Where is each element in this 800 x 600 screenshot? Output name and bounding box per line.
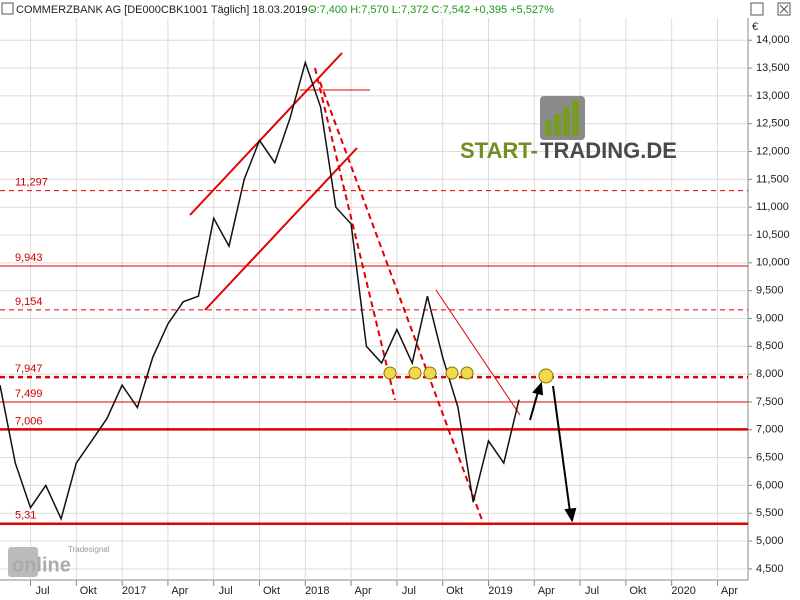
- forecast-arrows: [529, 381, 577, 523]
- y-tick-label: 11,500: [756, 173, 789, 185]
- y-tick-label: 8,000: [756, 368, 784, 380]
- support-touches: [383, 366, 554, 384]
- y-tick-label: 9,000: [756, 312, 784, 324]
- logo: START- TRADING.DE: [460, 96, 677, 163]
- y-tick-label: 7,500: [756, 396, 784, 408]
- close-button[interactable]: [777, 2, 791, 16]
- y-tick-label: 10,000: [756, 257, 790, 269]
- logo-part2: TRADING.DE: [540, 138, 677, 163]
- y-tick-label: 8,500: [756, 340, 784, 352]
- x-tick-label: 2018: [305, 585, 329, 597]
- y-tick-label: 6,000: [756, 479, 784, 491]
- x-tick-label: Okt: [263, 585, 280, 597]
- price-line: [0, 59, 520, 521]
- y-tick-label: 14,000: [756, 34, 790, 46]
- watermark-name: online: [12, 554, 71, 576]
- x-tick-label: Okt: [629, 585, 646, 597]
- x-tick-label: Jul: [585, 585, 599, 597]
- x-tick-label: Apr: [538, 585, 555, 597]
- close-icon: [779, 4, 789, 14]
- y-tick-label: 13,500: [756, 62, 790, 74]
- y-tick-label: 13,000: [756, 90, 790, 102]
- currency: €: [752, 21, 758, 33]
- header-instrument: COMMERZBANK AG [DE000CBK1001 Täglich] 18…: [16, 4, 314, 16]
- level-label: 11,297: [15, 177, 48, 189]
- header-quote: O:7,400 H:7,570 L:7,372 C:7,542 +0,395 +…: [308, 4, 554, 16]
- logo-part1: START-: [460, 138, 538, 163]
- x-tick-label: 2019: [488, 585, 512, 597]
- header-bar: [0, 0, 800, 18]
- x-tick-label: 2020: [671, 585, 695, 597]
- resize-button[interactable]: [750, 2, 764, 16]
- x-tick-label: Jul: [219, 585, 233, 597]
- x-tick-label: Okt: [80, 585, 97, 597]
- y-tick-label: 10,500: [756, 229, 790, 241]
- level-label: 7,499: [15, 388, 43, 400]
- y-tick-label: 12,000: [756, 145, 790, 157]
- menu-icon[interactable]: [1, 2, 14, 15]
- x-tick-label: Apr: [721, 585, 738, 597]
- x-tick-label: Apr: [355, 585, 372, 597]
- y-tick-label: 5,500: [756, 507, 784, 519]
- y-tick-label: 4,500: [756, 563, 784, 575]
- y-tick-label: 9,500: [756, 285, 784, 297]
- level-label: 7,947: [15, 363, 43, 375]
- watermark: Tradesignal online: [8, 545, 110, 577]
- x-tick-label: Jul: [35, 585, 49, 597]
- y-tick-label: 7,000: [756, 424, 784, 436]
- y-tick-label: 5,000: [756, 535, 784, 547]
- x-tick-label: Jul: [402, 585, 416, 597]
- watermark-brand: Tradesignal: [68, 545, 110, 554]
- y-tick-label: 12,500: [756, 118, 790, 130]
- level-label: 9,943: [15, 252, 43, 264]
- level-label: 5,31: [15, 510, 36, 522]
- x-tick-label: 2017: [122, 585, 146, 597]
- level-label: 7,006: [15, 415, 43, 427]
- y-tick-label: 6,500: [756, 451, 784, 463]
- y-tick-label: 11,000: [756, 201, 789, 213]
- x-tick-label: Okt: [446, 585, 463, 597]
- level-label: 9,154: [15, 296, 43, 308]
- x-tick-label: Apr: [171, 585, 188, 597]
